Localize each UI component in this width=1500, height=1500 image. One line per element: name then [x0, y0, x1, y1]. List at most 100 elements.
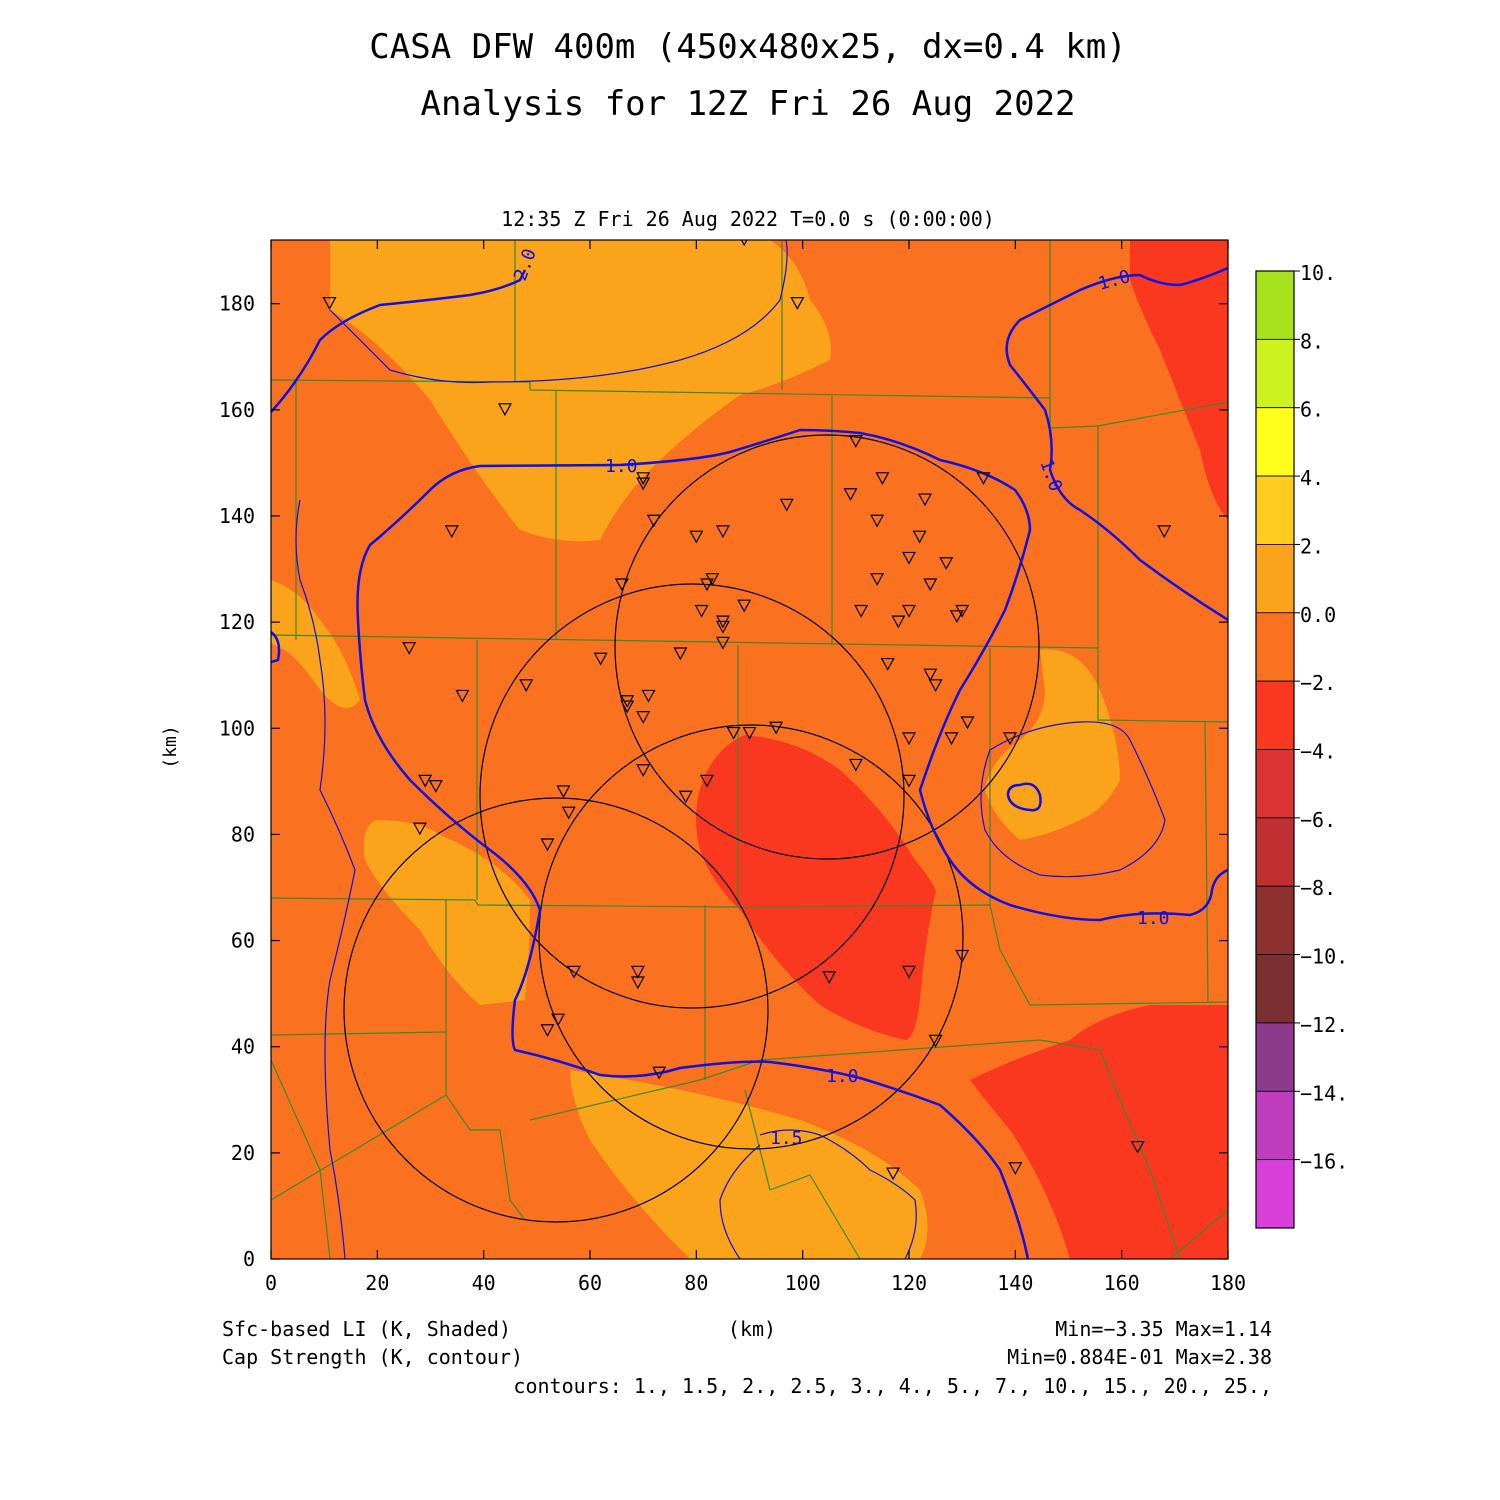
- station-marker: [497, 403, 512, 417]
- x-tick-label: 100: [785, 1271, 821, 1295]
- station-marker: [848, 435, 863, 448]
- contour-2-0: [329, 240, 788, 384]
- station-marker: [428, 780, 443, 793]
- station-marker: [540, 1024, 555, 1038]
- y-tick-label: 40: [231, 1035, 255, 1059]
- colorbar-label: −14.: [1300, 1081, 1348, 1105]
- station-marker: [412, 822, 427, 836]
- station-marker: [742, 726, 757, 740]
- radar-ring-north: [614, 434, 1040, 860]
- colorbar-label: −4.: [1300, 740, 1336, 764]
- radar-ring-south: [538, 724, 964, 1150]
- contour-1-0-west: [271, 269, 527, 413]
- li-region-south: [570, 1070, 928, 1259]
- station-marker: [593, 652, 608, 666]
- station-marker: [790, 297, 805, 310]
- colorbar-segment: [1255, 1159, 1295, 1229]
- station-marker: [519, 679, 534, 693]
- station-marker: [652, 1066, 667, 1080]
- station-marker: [630, 976, 645, 990]
- li-negative-regions: [696, 240, 1228, 1259]
- station-marker: [955, 604, 970, 618]
- station-marker: [641, 689, 656, 703]
- contour-west-edge: [271, 630, 281, 664]
- station-marker: [444, 525, 459, 539]
- x-tick-label: 140: [997, 1271, 1033, 1295]
- colorbar-segment: [1255, 1022, 1295, 1092]
- station-marker: [1130, 1140, 1145, 1154]
- colorbar-label: 10.: [1300, 261, 1336, 285]
- station-marker: [870, 573, 885, 586]
- contour-west-thin: [295, 499, 356, 1259]
- station-marker: [848, 758, 863, 772]
- colorbar-segment: [1255, 475, 1295, 545]
- li-region-northeast: [1130, 240, 1228, 520]
- legend-contour-field: Cap Strength (K, contour): [222, 1345, 523, 1369]
- colorbar-label: 4.: [1300, 466, 1324, 490]
- colorbar-segment: [1255, 885, 1295, 955]
- contour-label-1-0-a: 1.0: [605, 456, 638, 477]
- y-axis: 0 20 40 60 80 100 120 140 160 180: [219, 292, 1228, 1271]
- station-marker: [726, 726, 741, 740]
- contour-1-5b: [719, 1144, 761, 1259]
- x-tick-label: 0: [265, 1271, 277, 1295]
- y-tick-label: 160: [219, 398, 255, 422]
- station-marker: [689, 530, 704, 544]
- station-marker: [540, 838, 555, 852]
- radar-ring-sw: [343, 797, 769, 1223]
- contour-min-max: Min=0.884E-01 Max=2.38: [1007, 1345, 1272, 1369]
- y-tick-label: 100: [219, 716, 255, 740]
- y-axis-label: (km): [160, 725, 181, 768]
- station-marker: [636, 711, 651, 724]
- x-tick-label: 80: [684, 1271, 708, 1295]
- station-marker: [901, 732, 917, 746]
- station-marker: [673, 647, 688, 661]
- y-tick-label: 140: [219, 504, 255, 528]
- station-marker: [551, 1013, 566, 1027]
- colorbar-segment: [1255, 817, 1295, 887]
- y-tick-label: 60: [231, 929, 255, 953]
- colorbar-label: −6.: [1300, 808, 1336, 832]
- station-marker: [678, 790, 693, 804]
- station-marker: [880, 657, 895, 671]
- colorbar-label: −2.: [1300, 671, 1336, 695]
- station-marker: [715, 525, 730, 539]
- station-marker: [455, 689, 470, 703]
- x-tick-label: 160: [1104, 1271, 1140, 1295]
- radar-range-rings: [343, 434, 1040, 1223]
- colorbar-label: −16.: [1300, 1150, 1348, 1174]
- station-marker: [928, 679, 943, 693]
- colorbar-label: −12.: [1300, 1013, 1348, 1037]
- station-marker: [822, 971, 837, 984]
- station-marker: [646, 514, 661, 528]
- li-region-southwest: [363, 820, 530, 1005]
- contour-label-1-0-e: 1.0: [826, 1066, 859, 1087]
- station-marker: [928, 1034, 943, 1048]
- y-tick-label: 20: [231, 1141, 255, 1165]
- station-marker: [944, 732, 959, 746]
- colorbar-segment: [1255, 749, 1295, 819]
- colorbar-label: −10.: [1300, 945, 1348, 969]
- station-marker: [705, 573, 720, 586]
- y-tick-label: 0: [243, 1247, 255, 1271]
- plot-frame: [270, 239, 1229, 1260]
- station-marker: [322, 297, 337, 310]
- station-marker: [737, 599, 752, 613]
- county-boundaries: [271, 240, 1228, 1259]
- station-marker: [769, 721, 784, 735]
- station-marker: [870, 514, 885, 528]
- station-marker: [917, 493, 932, 507]
- station-marker: [886, 1167, 901, 1181]
- colorbar-segment: [1255, 270, 1295, 340]
- colorbar-label: 0.0: [1300, 603, 1336, 627]
- contour-1-5: [759, 1129, 917, 1259]
- cap-strength-contours: [271, 240, 1228, 1259]
- station-marker: [418, 774, 433, 788]
- station-marker: [901, 774, 917, 788]
- station-marker: [567, 965, 582, 979]
- station-marker: [901, 551, 917, 565]
- colorbar-segment: [1255, 680, 1295, 750]
- colorbar-segment: [1255, 1090, 1295, 1161]
- station-marker: [1157, 525, 1172, 539]
